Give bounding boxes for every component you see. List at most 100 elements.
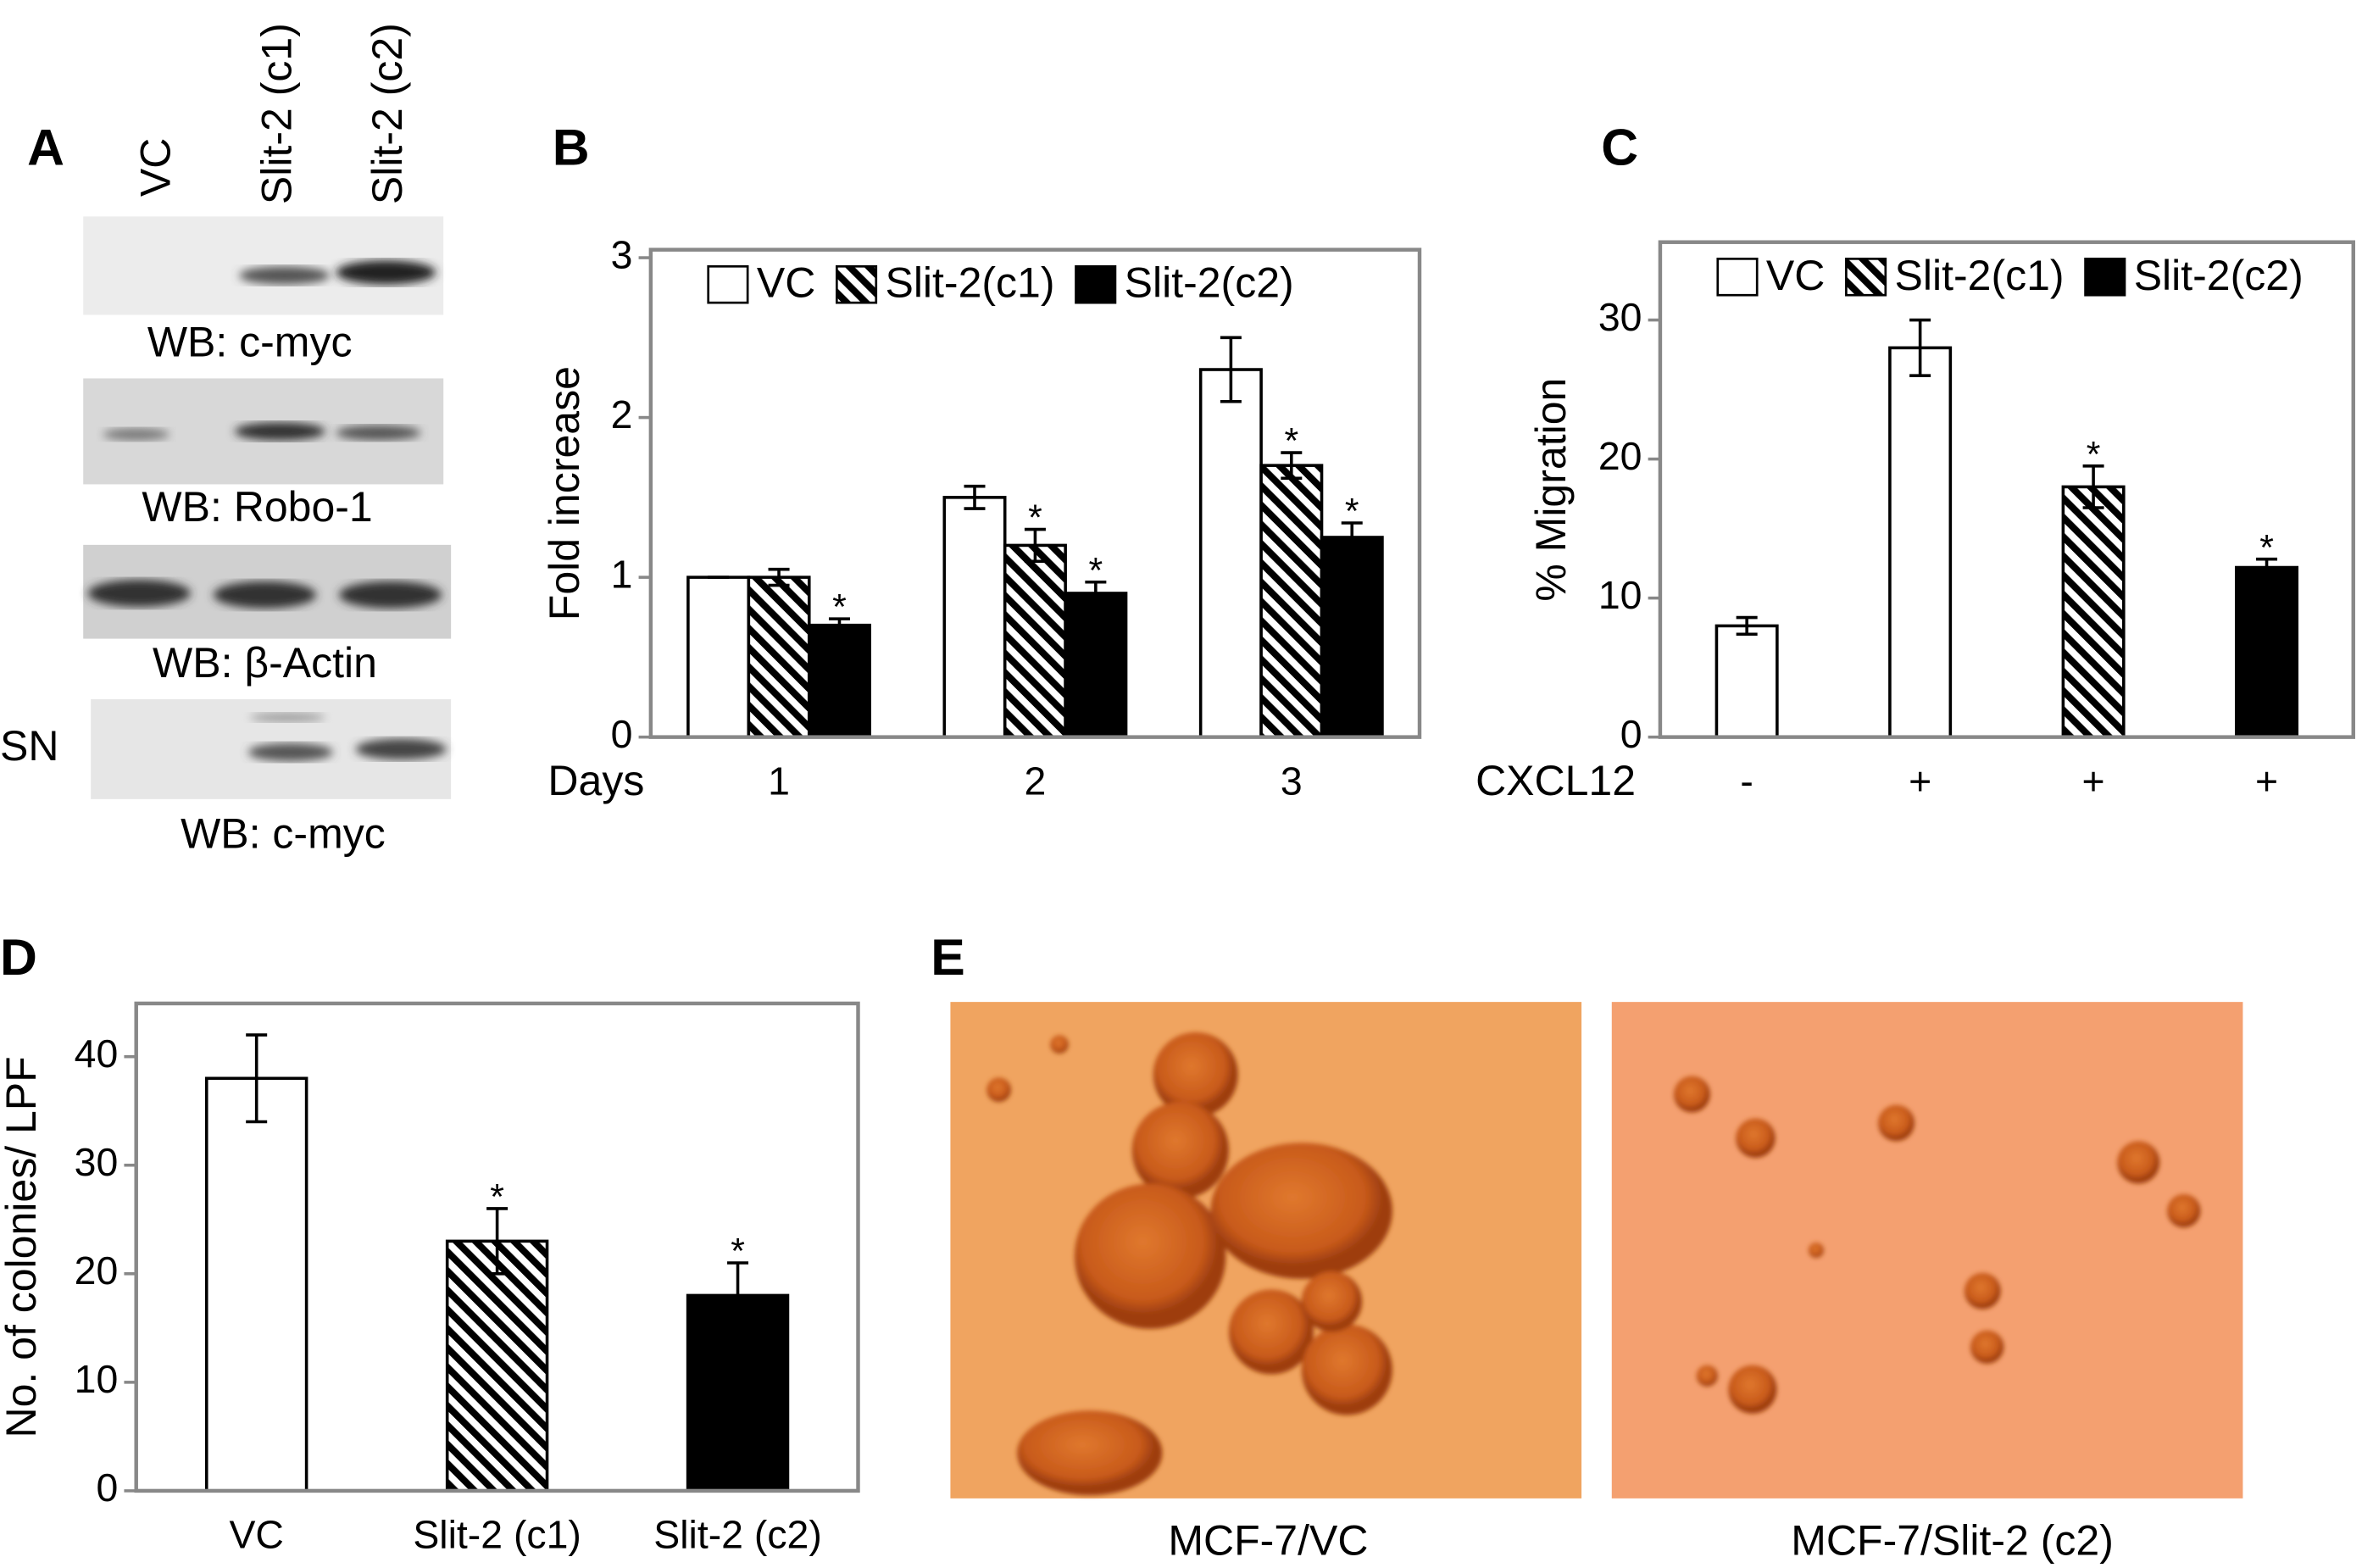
bar [1198,368,1263,739]
blot-band [339,581,442,609]
y-tick-label: 20 [75,1248,119,1293]
x-tick-label: 2 [1025,759,1047,803]
legend-label: Slit-2(c1) [885,259,1054,307]
blot-caption: WB: β-Actin [153,639,377,687]
significance-label: * [1284,421,1298,462]
legend-label: Slit-2(c2) [1125,259,1294,307]
bar [1064,592,1128,739]
colonies [986,1031,1392,1496]
plot-frame [1658,240,2356,739]
x-tick-label: + [2255,759,2278,803]
y-tick-label: 0 [611,712,633,756]
x-tick-label: - [1740,759,1753,803]
bar [1259,464,1324,739]
colonies [1674,1076,2201,1414]
photo [1611,1002,2243,1498]
legend-swatch [1716,258,1759,297]
significance-label: * [2259,527,2274,568]
photo-caption: MCF-7/Slit-2 (c2) [1791,1517,2114,1565]
bar [747,575,811,739]
blot-row-label: SN [0,722,58,770]
bar [807,623,871,739]
legend-label: Slit-2(c1) [1895,252,2065,299]
blot-band [87,579,191,608]
bar [1714,624,1779,739]
photo-panel: MCF-7/VC MCF-7/Slit-2 (c2) [950,1002,2243,1565]
lane-label: Slit-2 (c1) [253,23,301,204]
blot-band [336,425,421,441]
panel-letters: A B C D E [0,119,1638,986]
bar [2235,565,2299,739]
bar [2061,485,2126,739]
blot-band [336,260,436,285]
x-tick-label: Slit-2 (c1) [413,1513,581,1557]
blot-band [249,713,325,722]
bar [1003,543,1067,739]
significance-label: * [1089,550,1103,591]
x-axis-title: Days [547,757,644,804]
y-tick-label: 0 [1620,712,1642,756]
blot-caption: WB: c-myc [181,810,386,858]
y-tick-label: 2 [611,392,633,436]
panel-letter: B [553,119,590,176]
panel-letter: E [931,928,965,986]
plot-frame [134,1001,860,1493]
x-tick-label: 1 [768,759,790,803]
x-tick-label: 3 [1281,759,1303,803]
y-axis-title: % Migration [1527,378,1575,602]
legend-label: Slit-2(c2) [2134,252,2304,299]
y-tick-label: 30 [1598,295,1642,339]
y-tick-label: 20 [1598,434,1642,478]
significance-label: * [490,1177,504,1218]
significance-label: * [731,1232,745,1272]
blot-band [213,581,317,609]
panel-letter: D [0,928,37,986]
blot-caption: WB: c-myc [147,318,353,365]
x-axis-title: CXCL12 [1475,757,1636,804]
legend-label: VC [1766,252,1825,299]
plot-frame [648,247,1422,739]
photo-caption: MCF-7/VC [1168,1517,1368,1565]
bar [1888,346,1953,739]
y-tick-label: 10 [75,1357,119,1401]
legend-swatch [835,264,878,304]
blot-band [103,428,170,441]
lane-label: VC [132,138,180,197]
legend-swatch [1075,264,1117,304]
blot-band [239,266,331,285]
panel-letter: A [27,119,64,176]
x-tick-label: + [1909,759,1931,803]
x-tick-label: + [2082,759,2105,803]
legend-swatch [707,264,749,304]
y-tick-label: 0 [96,1465,118,1510]
y-tick-label: 1 [611,552,633,596]
significance-label: * [2087,434,2101,475]
bar [445,1239,549,1493]
y-tick-label: 30 [75,1140,119,1184]
panel-letter: C [1601,119,1638,176]
legend-swatch [1845,258,1887,297]
bar [204,1076,308,1493]
bar [942,496,1007,739]
blot-band [234,422,325,441]
significance-label: * [1345,492,1359,532]
bar [1320,536,1384,739]
lane-label: Slit-2 (c2) [364,23,411,204]
blot-panel: VC Slit-2 (c1) Slit-2 (c2) WB: c-myc WB:… [0,23,452,858]
y-axis-title: No. of colonies/ LPF [0,1056,45,1437]
blot-band [247,742,333,762]
blot-band [355,738,447,760]
legend-swatch [2084,258,2126,297]
significance-label: * [832,587,847,628]
significance-label: * [1028,498,1042,538]
y-axis-title: Fold increase [541,366,588,620]
x-tick-label: Slit-2 (c2) [653,1513,822,1557]
legend-label: VC [757,259,815,307]
y-tick-label: 10 [1598,573,1642,617]
y-tick-label: 40 [75,1031,119,1076]
blot-caption: WB: Robo-1 [142,483,372,531]
x-tick-label: VC [229,1513,283,1557]
y-tick-label: 3 [611,232,633,276]
bar [686,575,751,739]
